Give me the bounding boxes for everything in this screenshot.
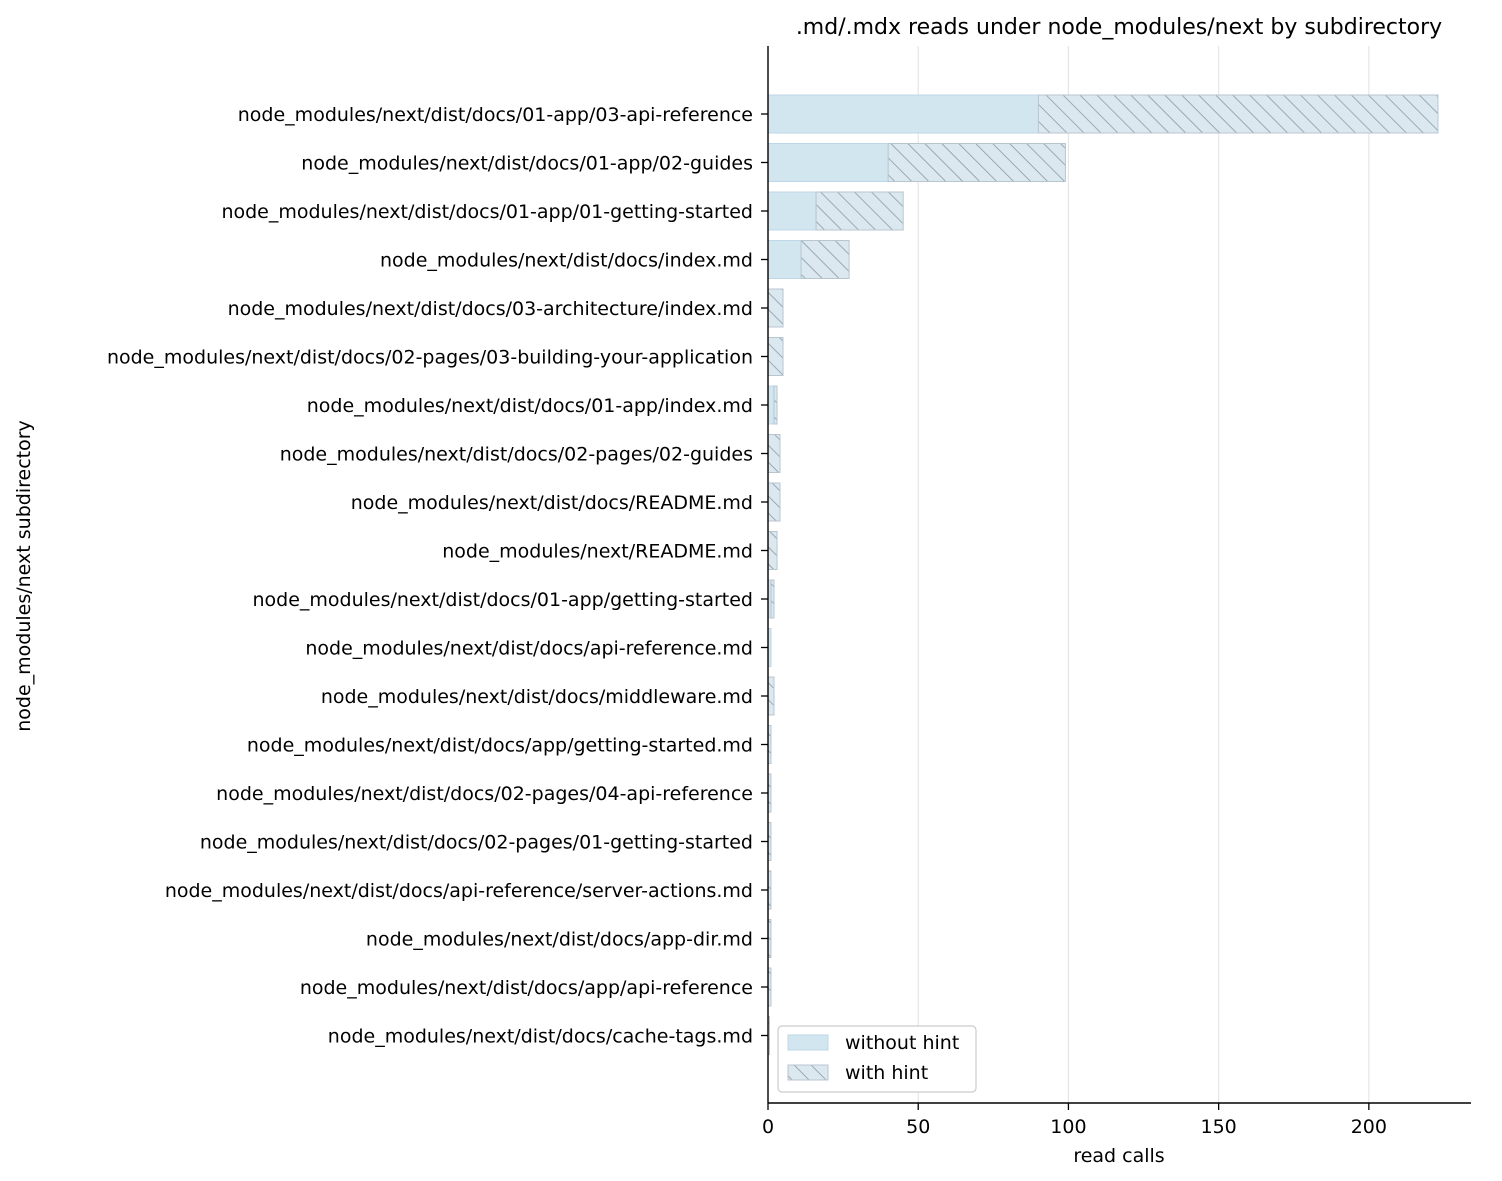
bar-with-hint-5	[767, 337, 784, 376]
y-tick-label-13: node_modules/next/dist/docs/app/getting-…	[247, 735, 753, 757]
y-tick-label-5: node_modules/next/dist/docs/02-pages/03-…	[107, 347, 753, 369]
bar-with-hint-0	[1037, 94, 1439, 134]
x-tick-label-0: 0	[762, 1116, 774, 1138]
y-tick-label-2: node_modules/next/dist/docs/01-app/01-ge…	[221, 201, 753, 223]
bar-with-hint-6	[773, 385, 778, 425]
bar-with-hint-8	[767, 482, 781, 522]
bar-without-hint-3	[767, 240, 802, 279]
bar-with-hint-3	[800, 240, 850, 279]
y-tick-label-14: node_modules/next/dist/docs/02-pages/04-…	[216, 783, 753, 805]
legend-label-with-hint: with hint	[845, 1062, 928, 1084]
legend: without hint with hint	[777, 1025, 977, 1093]
y-tick-label-18: node_modules/next/dist/docs/app/api-refe…	[300, 977, 753, 999]
bar-without-hint-6	[767, 385, 775, 425]
y-tick-label-8: node_modules/next/dist/docs/README.md	[351, 492, 753, 514]
y-tick-label-1: node_modules/next/dist/docs/01-app/02-gu…	[301, 153, 753, 175]
bar-with-hint-7	[767, 434, 781, 473]
x-tick-label-50: 50	[906, 1116, 930, 1138]
axes	[761, 46, 1471, 1110]
y-tick-label-7: node_modules/next/dist/docs/02-pages/02-…	[280, 444, 753, 466]
y-tick-label-4: node_modules/next/dist/docs/03-architect…	[228, 298, 753, 320]
x-gridlines	[917, 46, 1370, 1103]
y-tick-label-16: node_modules/next/dist/docs/api-referenc…	[165, 880, 753, 902]
legend-swatch-with-hint	[787, 1064, 829, 1081]
bar-without-hint-0	[767, 94, 1039, 134]
y-tick-label-10: node_modules/next/dist/docs/01-app/getti…	[252, 589, 753, 611]
y-tick-label-3: node_modules/next/dist/docs/index.md	[380, 250, 753, 272]
y-tick-label-15: node_modules/next/dist/docs/02-pages/01-…	[200, 832, 753, 854]
bar-without-hint-2	[767, 191, 817, 231]
y-tick-label-12: node_modules/next/dist/docs/middleware.m…	[321, 686, 753, 708]
x-tick-label-200: 200	[1351, 1116, 1387, 1138]
y-tick-label-0: node_modules/next/dist/docs/01-app/03-ap…	[238, 104, 753, 126]
y-tick-label-9: node_modules/next/README.md	[442, 541, 753, 563]
bar-with-hint-9	[767, 531, 778, 570]
bar-with-hint-1	[887, 143, 1066, 182]
legend-label-without-hint: without hint	[845, 1032, 959, 1054]
bar-with-hint-12	[767, 676, 775, 716]
bar-with-hint-4	[767, 288, 784, 328]
y-tick-label-6: node_modules/next/dist/docs/01-app/index…	[307, 395, 753, 417]
x-axis-label: read calls	[1073, 1145, 1164, 1167]
bar-without-hint-1	[767, 143, 889, 182]
x-tick-label-100: 100	[1050, 1116, 1086, 1138]
tick-labels: 0 50 100 150 200 node_modules/next/dist/docs/…	[107, 104, 1387, 1138]
y-tick-label-11: node_modules/next/dist/docs/api-referenc…	[305, 638, 753, 660]
y-tick-label-17: node_modules/next/dist/docs/app-dir.md	[366, 929, 753, 951]
y-tick-label-19: node_modules/next/dist/docs/cache-tags.m…	[328, 1026, 753, 1048]
x-tick-label-150: 150	[1201, 1116, 1237, 1138]
chart-title: .md/.mdx reads under node_modules/next b…	[796, 15, 1442, 40]
bar-with-hint-10	[770, 579, 775, 619]
bars	[767, 94, 1439, 1055]
bar-with-hint-2	[815, 191, 904, 231]
y-axis-label: node_modules/next subdirectory	[13, 420, 35, 732]
legend-swatch-without-hint	[787, 1034, 829, 1051]
